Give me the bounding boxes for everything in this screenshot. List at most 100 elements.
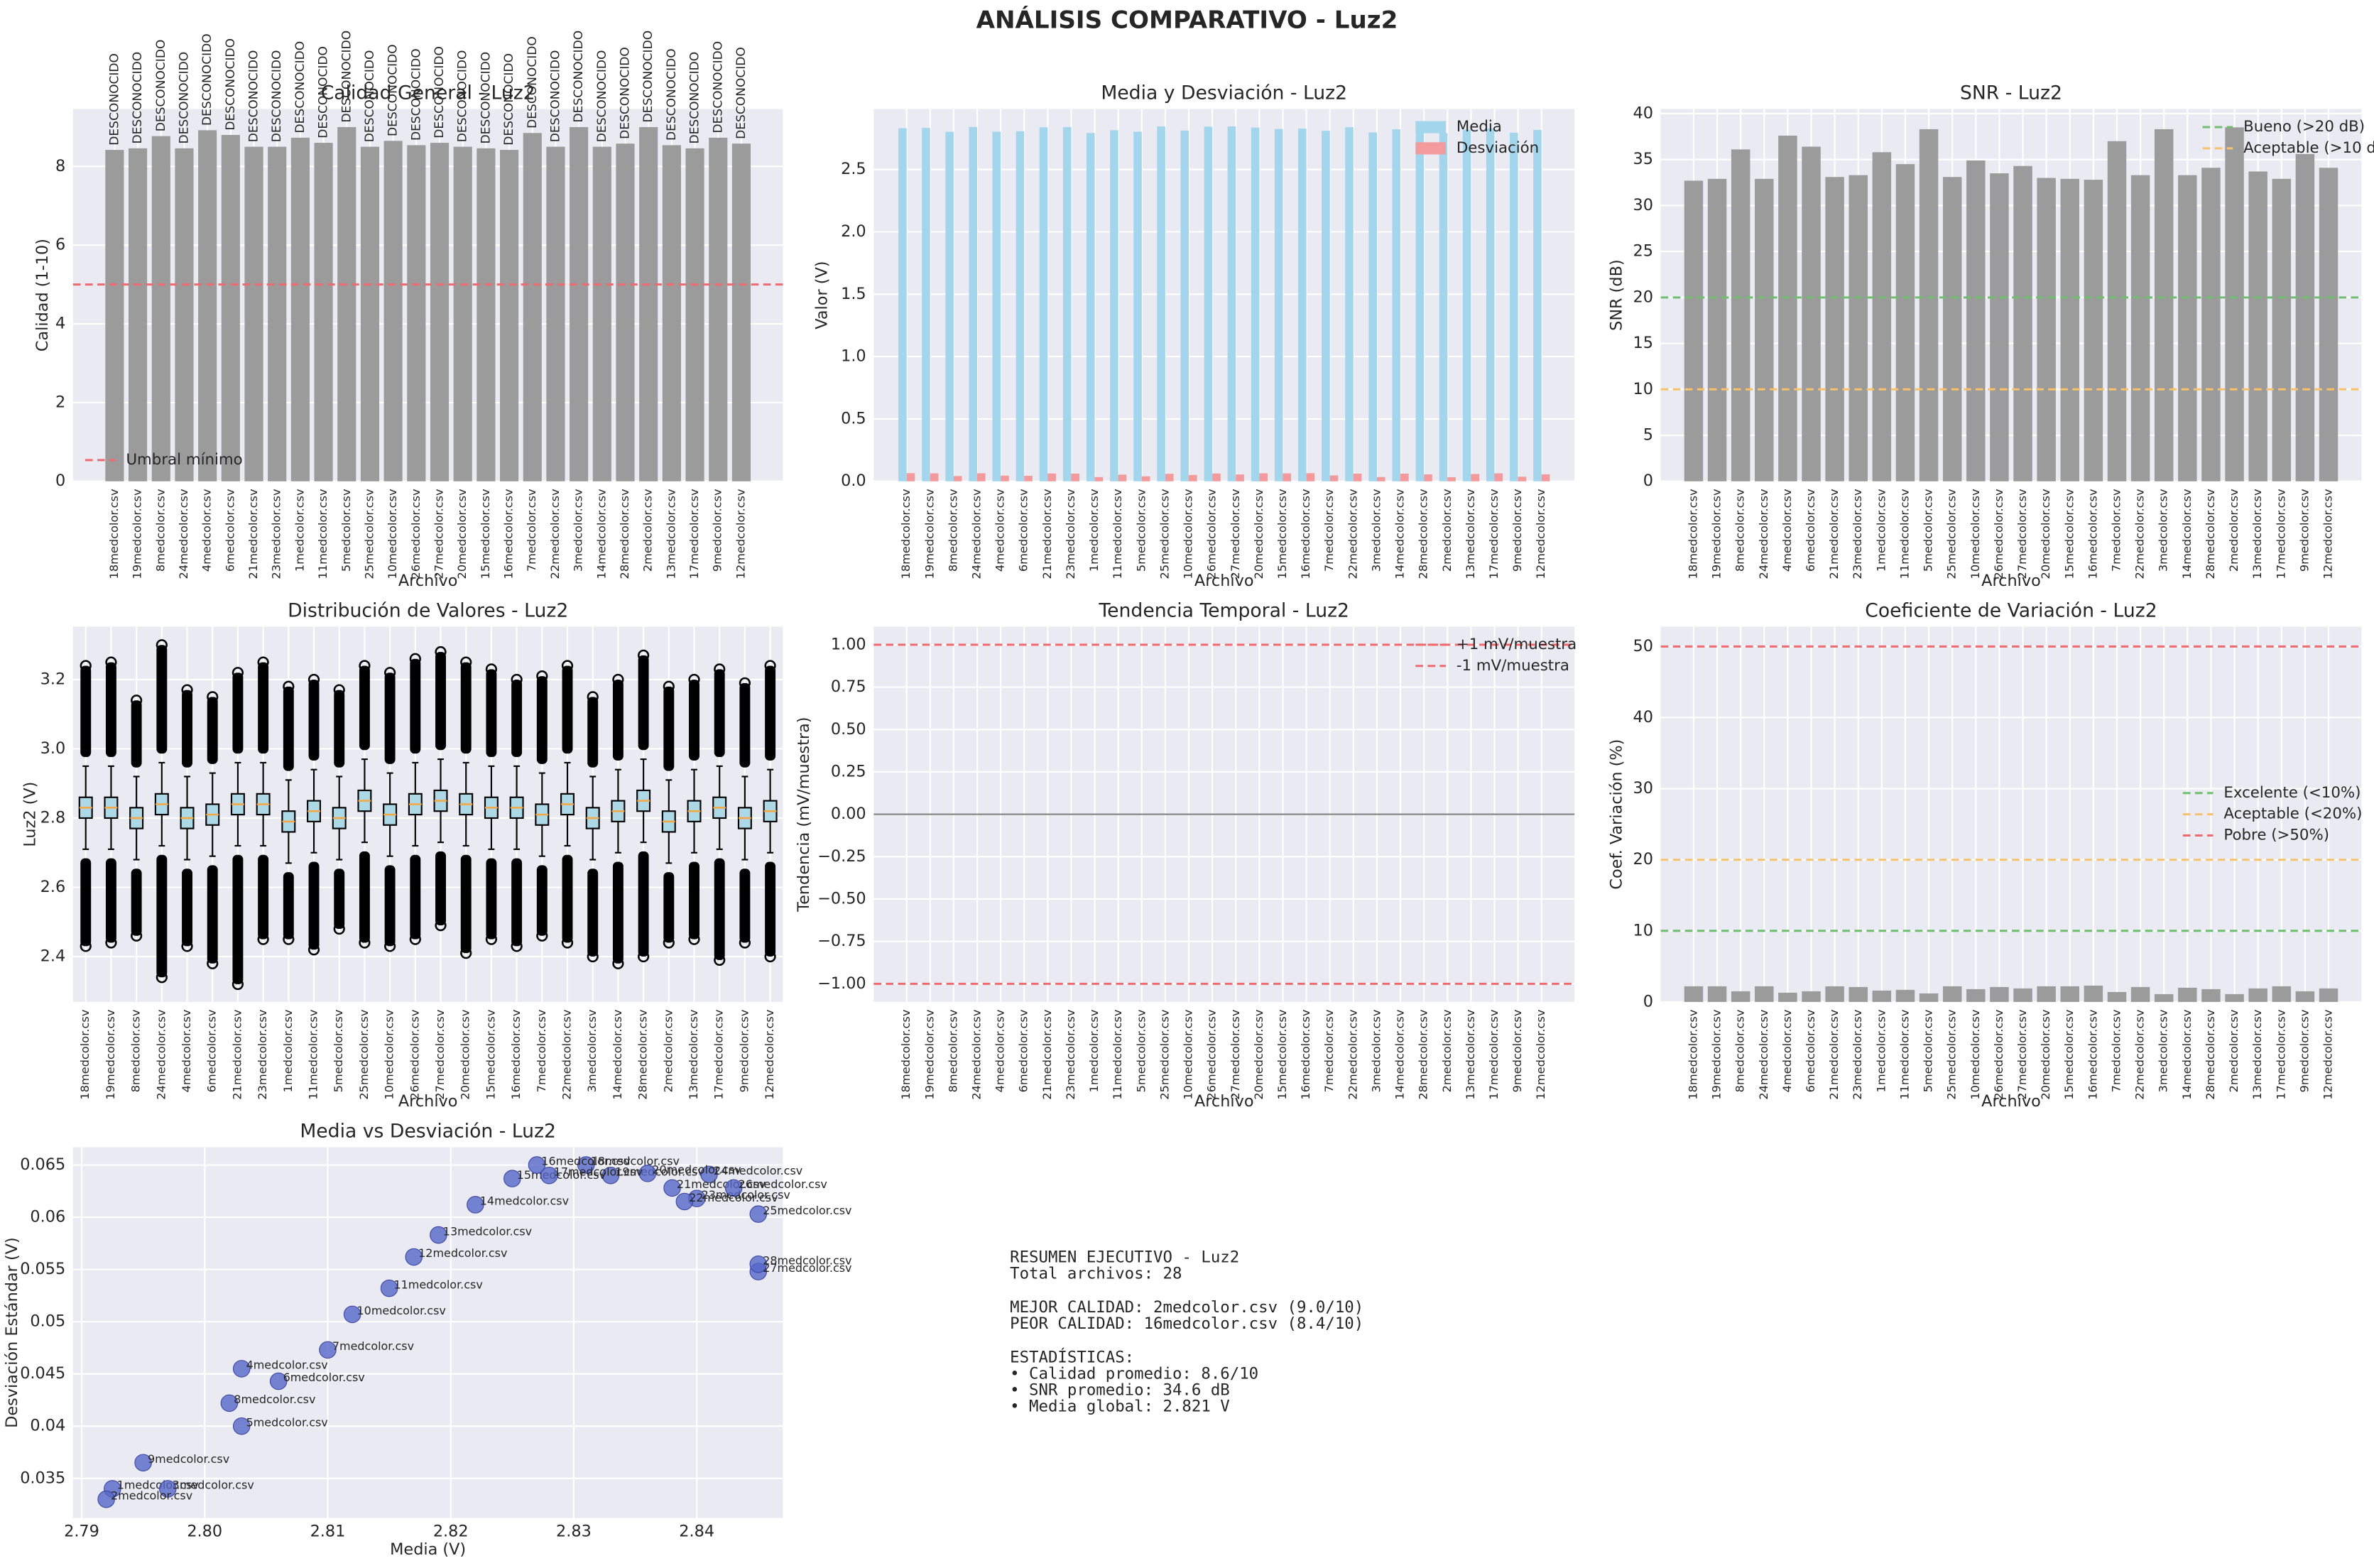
y-tick-label: 2.4	[40, 947, 66, 966]
point-label: 3medcolor.csv	[173, 1479, 254, 1492]
bar	[1094, 477, 1104, 481]
legend-label: Pobre (>50%)	[2223, 826, 2329, 844]
outlier	[714, 663, 726, 675]
bar	[1039, 127, 1048, 481]
x-tick-label: 23medcolor.csv	[1064, 1009, 1077, 1099]
bar	[1424, 474, 1432, 481]
x-tick-label: 19medcolor.csv	[1710, 489, 1724, 579]
y-tick-label: 1.00	[831, 635, 866, 653]
bar	[639, 126, 658, 481]
x-tick-label: 12medcolor.csv	[763, 1009, 776, 1099]
point-label: 26medcolor.csv	[739, 1177, 827, 1191]
point	[528, 1156, 546, 1174]
bar-label: DESCONOCIDO	[293, 41, 307, 134]
point	[675, 1192, 694, 1211]
outlier	[283, 933, 295, 945]
suptitle: ANÁLISIS COMPARATIVO - Luz2	[976, 5, 1398, 34]
x-tick-label: 6medcolor.csv	[1804, 489, 1817, 572]
x-tick-label: 25medcolor.csv	[1158, 1009, 1171, 1099]
y-tick-label: 0.065	[20, 1155, 65, 1174]
bar	[2319, 988, 2338, 1002]
y-tick-label: 0.05	[30, 1312, 65, 1331]
bar	[1966, 989, 1986, 1002]
outlier-band	[587, 869, 599, 957]
outlier	[409, 933, 421, 945]
bar	[1778, 992, 1797, 1002]
x-tick-label: 16medcolor.csv	[2086, 489, 2099, 579]
x-tick-label: 17medcolor.csv	[712, 1009, 726, 1099]
bar	[1227, 126, 1236, 481]
bar	[2225, 993, 2244, 1002]
outlier	[105, 937, 117, 949]
x-tick-label: 21medcolor.csv	[1040, 1009, 1054, 1099]
x-tick-label: 13medcolor.csv	[1464, 489, 1477, 579]
bar	[1825, 177, 1844, 481]
bar	[1283, 473, 1292, 481]
outlier	[536, 670, 548, 682]
x-tick-label: 25medcolor.csv	[1158, 489, 1171, 579]
outlier-band	[258, 662, 269, 754]
outlier-band	[384, 865, 396, 947]
bar	[1024, 475, 1033, 481]
bar	[953, 476, 962, 481]
y-tick-label: 25	[1633, 242, 1652, 261]
y-tick-label: 1.5	[841, 285, 866, 303]
x-tick-label: 14medcolor.csv	[1393, 489, 1407, 579]
bar	[2037, 178, 2056, 481]
point-label: 17medcolor.csv	[554, 1165, 643, 1178]
bar-label: DESCONOCIDO	[456, 50, 470, 143]
point	[232, 1417, 251, 1435]
x-tick-label: 10medcolor.csv	[383, 1009, 396, 1099]
outlier-band	[689, 861, 699, 940]
x-axis-label: Media (V)	[390, 1540, 466, 1559]
bar-label: DESCONOCIDO	[177, 52, 191, 144]
bar-label: DESCONOCIDO	[270, 50, 284, 143]
point-label: 16medcolor.csv	[541, 1155, 630, 1168]
bar	[1462, 129, 1471, 481]
bar	[1707, 178, 1727, 481]
bar	[1848, 986, 1868, 1002]
bar	[1306, 473, 1315, 481]
outlier-band	[587, 697, 599, 768]
x-tick-label: 20medcolor.csv	[1252, 489, 1265, 579]
x-tick-label: 23medcolor.csv	[1851, 1009, 1864, 1099]
bar	[1942, 177, 1962, 481]
x-tick-label: 1medcolor.csv	[1087, 489, 1101, 572]
y-tick-label: 2.0	[841, 222, 866, 241]
bar	[2272, 178, 2292, 481]
bar-label: DESCONOCIDO	[317, 46, 331, 138]
y-axis-label: SNR (dB)	[1607, 259, 1626, 331]
bar	[906, 473, 915, 481]
outlier	[333, 684, 345, 696]
x-tick-label: 18medcolor.csv	[899, 489, 913, 579]
outlier	[156, 971, 168, 984]
x-tick-label: 2.80	[187, 1522, 222, 1540]
point-label: 21medcolor.csv	[677, 1177, 766, 1191]
legend-label: Aceptable (<20%)	[2223, 805, 2362, 823]
outlier	[511, 673, 523, 686]
x-tick-label: 2medcolor.csv	[2227, 1009, 2240, 1092]
x-tick-label: 6medcolor.csv	[205, 1009, 219, 1092]
bar	[1298, 129, 1307, 481]
legend-label: Desviación	[1456, 139, 1539, 157]
bar	[1353, 473, 1362, 481]
bar-label: DESCONOCIDO	[502, 53, 516, 146]
bar-label: DESCONOCIDO	[641, 31, 655, 123]
x-tick-label: 19medcolor.csv	[131, 489, 144, 579]
x-tick-label: 18medcolor.csv	[1686, 1009, 1699, 1099]
bar-label: DESCONOCIDO	[572, 31, 586, 123]
outlier	[688, 933, 700, 945]
y-tick-label: −0.75	[817, 932, 866, 950]
outlier-band	[80, 858, 92, 947]
outlier	[232, 667, 244, 679]
bar	[1274, 129, 1283, 481]
outlier-band	[663, 686, 675, 771]
x-tick-label: 2.84	[679, 1522, 714, 1540]
outlier-band	[308, 679, 320, 761]
bar	[1259, 473, 1268, 481]
bar	[1047, 473, 1056, 481]
outlier	[561, 660, 574, 672]
point-label: 24medcolor.csv	[714, 1164, 802, 1177]
x-tick-label: 19medcolor.csv	[104, 1009, 117, 1099]
